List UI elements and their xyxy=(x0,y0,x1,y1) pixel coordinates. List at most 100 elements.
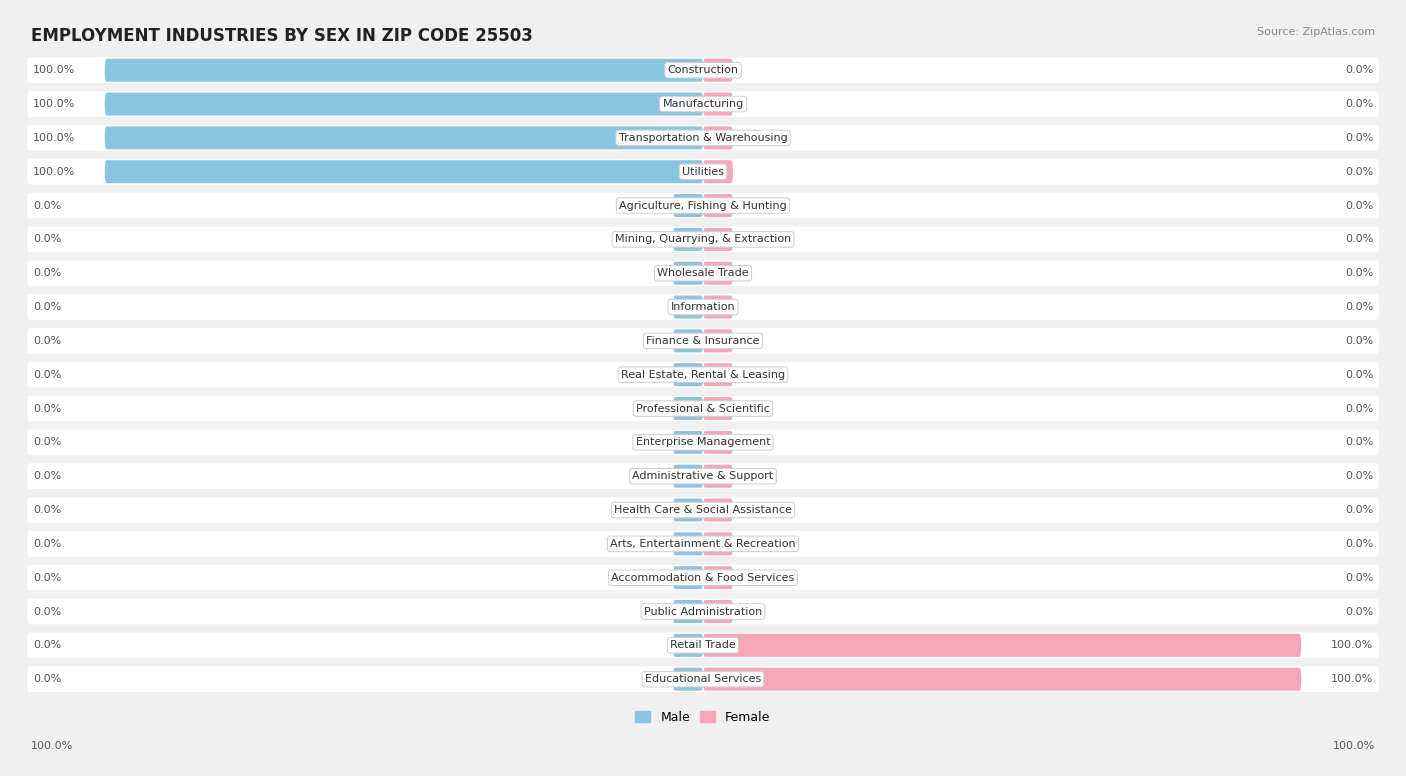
Text: 0.0%: 0.0% xyxy=(32,369,62,379)
Text: 0.0%: 0.0% xyxy=(1344,539,1374,549)
Text: 0.0%: 0.0% xyxy=(32,302,62,312)
Text: Wholesale Trade: Wholesale Trade xyxy=(657,268,749,279)
Text: Utilities: Utilities xyxy=(682,167,724,177)
FancyBboxPatch shape xyxy=(703,262,733,285)
Text: 100.0%: 100.0% xyxy=(32,167,75,177)
FancyBboxPatch shape xyxy=(703,465,733,487)
FancyBboxPatch shape xyxy=(673,634,703,656)
Text: Source: ZipAtlas.com: Source: ZipAtlas.com xyxy=(1257,27,1375,37)
FancyBboxPatch shape xyxy=(673,194,703,217)
FancyBboxPatch shape xyxy=(703,532,733,556)
FancyBboxPatch shape xyxy=(703,566,733,589)
FancyBboxPatch shape xyxy=(27,260,1379,286)
Text: 0.0%: 0.0% xyxy=(1344,505,1374,515)
FancyBboxPatch shape xyxy=(703,363,733,386)
Text: 0.0%: 0.0% xyxy=(32,539,62,549)
FancyBboxPatch shape xyxy=(703,92,733,116)
FancyBboxPatch shape xyxy=(703,397,733,420)
Text: 0.0%: 0.0% xyxy=(1344,336,1374,346)
FancyBboxPatch shape xyxy=(104,160,703,183)
Text: Professional & Scientific: Professional & Scientific xyxy=(636,404,770,414)
Text: 0.0%: 0.0% xyxy=(1344,573,1374,583)
FancyBboxPatch shape xyxy=(673,465,703,487)
FancyBboxPatch shape xyxy=(27,159,1379,185)
FancyBboxPatch shape xyxy=(27,531,1379,556)
FancyBboxPatch shape xyxy=(703,667,1302,691)
Legend: Male, Female: Male, Female xyxy=(630,706,776,729)
Text: 0.0%: 0.0% xyxy=(1344,268,1374,279)
FancyBboxPatch shape xyxy=(104,92,703,116)
FancyBboxPatch shape xyxy=(703,329,733,352)
FancyBboxPatch shape xyxy=(27,463,1379,489)
FancyBboxPatch shape xyxy=(27,632,1379,658)
Text: 0.0%: 0.0% xyxy=(32,438,62,447)
FancyBboxPatch shape xyxy=(703,228,733,251)
Text: 0.0%: 0.0% xyxy=(1344,133,1374,143)
Text: Information: Information xyxy=(671,302,735,312)
Text: Accommodation & Food Services: Accommodation & Food Services xyxy=(612,573,794,583)
Text: 0.0%: 0.0% xyxy=(1344,200,1374,210)
Text: Enterprise Management: Enterprise Management xyxy=(636,438,770,447)
FancyBboxPatch shape xyxy=(703,634,1302,656)
Text: 0.0%: 0.0% xyxy=(1344,302,1374,312)
Text: 0.0%: 0.0% xyxy=(32,471,62,481)
Text: 0.0%: 0.0% xyxy=(1344,234,1374,244)
Text: Mining, Quarrying, & Extraction: Mining, Quarrying, & Extraction xyxy=(614,234,792,244)
Text: 100.0%: 100.0% xyxy=(32,133,75,143)
FancyBboxPatch shape xyxy=(27,294,1379,320)
Text: 0.0%: 0.0% xyxy=(1344,607,1374,616)
FancyBboxPatch shape xyxy=(27,429,1379,456)
FancyBboxPatch shape xyxy=(673,600,703,623)
Text: Retail Trade: Retail Trade xyxy=(671,640,735,650)
FancyBboxPatch shape xyxy=(673,363,703,386)
Text: Agriculture, Fishing & Hunting: Agriculture, Fishing & Hunting xyxy=(619,200,787,210)
Text: 100.0%: 100.0% xyxy=(31,741,73,751)
FancyBboxPatch shape xyxy=(703,126,733,150)
FancyBboxPatch shape xyxy=(27,667,1379,692)
Text: Construction: Construction xyxy=(668,65,738,75)
Text: 0.0%: 0.0% xyxy=(32,234,62,244)
Text: 0.0%: 0.0% xyxy=(32,268,62,279)
Text: Transportation & Warehousing: Transportation & Warehousing xyxy=(619,133,787,143)
Text: 0.0%: 0.0% xyxy=(32,404,62,414)
FancyBboxPatch shape xyxy=(27,565,1379,591)
Text: 0.0%: 0.0% xyxy=(1344,369,1374,379)
FancyBboxPatch shape xyxy=(703,59,733,81)
FancyBboxPatch shape xyxy=(703,296,733,318)
FancyBboxPatch shape xyxy=(673,566,703,589)
Text: EMPLOYMENT INDUSTRIES BY SEX IN ZIP CODE 25503: EMPLOYMENT INDUSTRIES BY SEX IN ZIP CODE… xyxy=(31,27,533,45)
FancyBboxPatch shape xyxy=(27,497,1379,523)
FancyBboxPatch shape xyxy=(703,160,733,183)
FancyBboxPatch shape xyxy=(673,262,703,285)
FancyBboxPatch shape xyxy=(673,532,703,556)
Text: 100.0%: 100.0% xyxy=(1331,674,1374,684)
Text: Administrative & Support: Administrative & Support xyxy=(633,471,773,481)
FancyBboxPatch shape xyxy=(673,431,703,454)
Text: Health Care & Social Assistance: Health Care & Social Assistance xyxy=(614,505,792,515)
FancyBboxPatch shape xyxy=(27,92,1379,117)
Text: 0.0%: 0.0% xyxy=(32,336,62,346)
Text: 0.0%: 0.0% xyxy=(32,674,62,684)
FancyBboxPatch shape xyxy=(673,296,703,318)
Text: 0.0%: 0.0% xyxy=(1344,99,1374,109)
FancyBboxPatch shape xyxy=(27,328,1379,354)
Text: 0.0%: 0.0% xyxy=(32,200,62,210)
Text: Manufacturing: Manufacturing xyxy=(662,99,744,109)
Text: Educational Services: Educational Services xyxy=(645,674,761,684)
FancyBboxPatch shape xyxy=(673,498,703,521)
FancyBboxPatch shape xyxy=(673,228,703,251)
FancyBboxPatch shape xyxy=(27,598,1379,625)
FancyBboxPatch shape xyxy=(703,194,733,217)
FancyBboxPatch shape xyxy=(27,57,1379,83)
Text: 0.0%: 0.0% xyxy=(1344,167,1374,177)
FancyBboxPatch shape xyxy=(104,59,703,81)
Text: Arts, Entertainment & Recreation: Arts, Entertainment & Recreation xyxy=(610,539,796,549)
Text: 0.0%: 0.0% xyxy=(32,573,62,583)
FancyBboxPatch shape xyxy=(27,192,1379,218)
Text: 100.0%: 100.0% xyxy=(1333,741,1375,751)
Text: 100.0%: 100.0% xyxy=(1331,640,1374,650)
FancyBboxPatch shape xyxy=(703,498,733,521)
Text: 0.0%: 0.0% xyxy=(32,505,62,515)
FancyBboxPatch shape xyxy=(673,667,703,691)
FancyBboxPatch shape xyxy=(703,600,733,623)
